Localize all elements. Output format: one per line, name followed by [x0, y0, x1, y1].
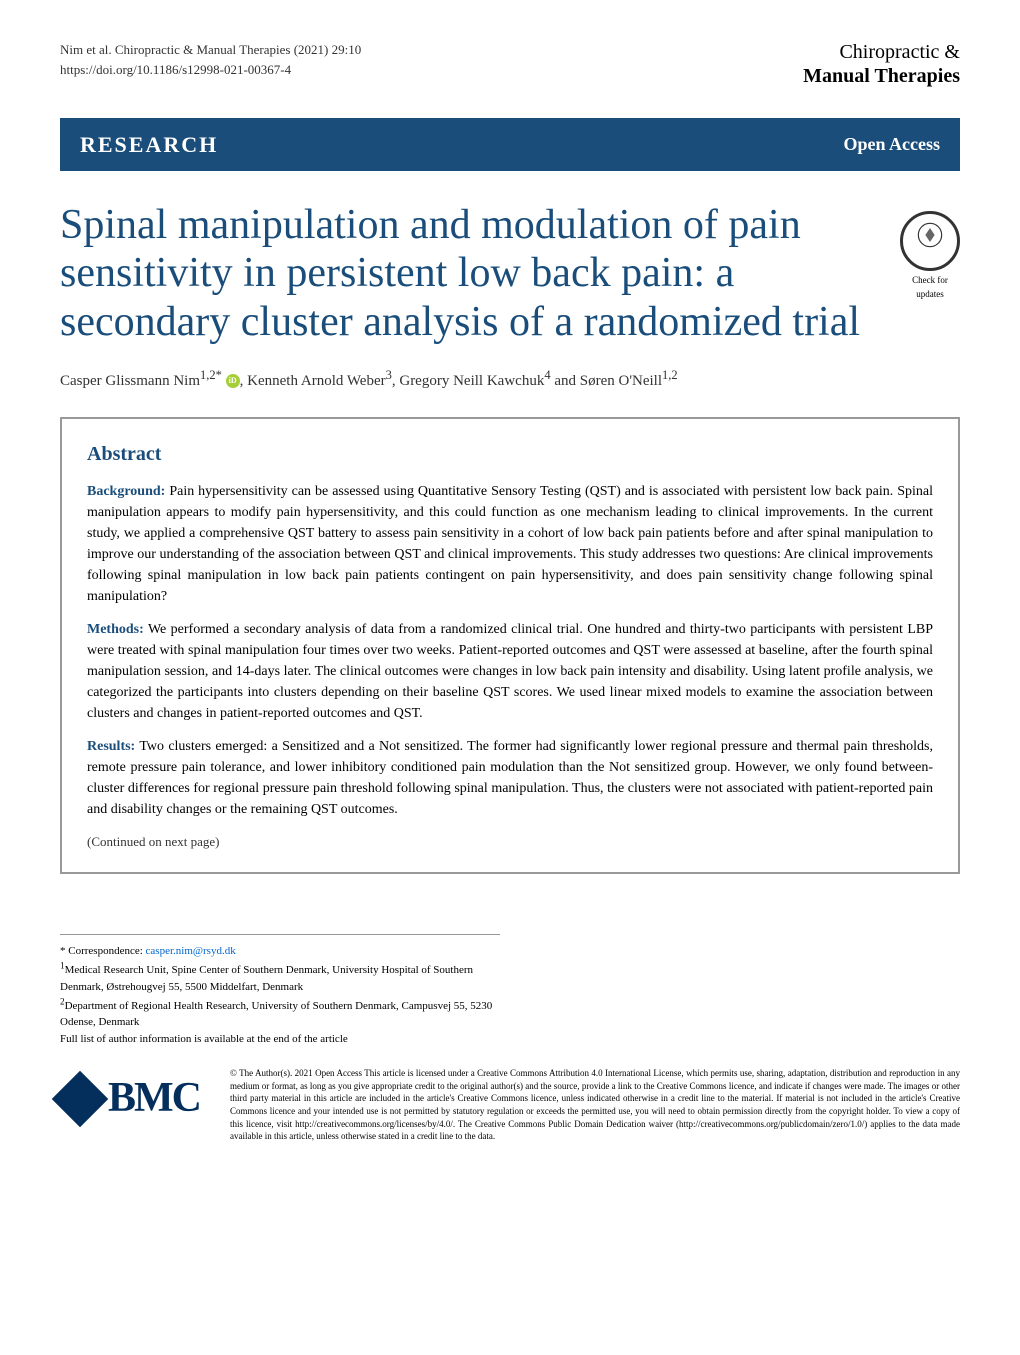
- header-top: Nim et al. Chiropractic & Manual Therapi…: [60, 40, 960, 88]
- background-label: Background:: [87, 484, 165, 499]
- footer-area: * Correspondence: casper.nim@rsyd.dk 1Me…: [60, 934, 960, 1143]
- correspondence-label: * Correspondence:: [60, 945, 143, 957]
- header-citation-block: Nim et al. Chiropractic & Manual Therapi…: [60, 40, 361, 79]
- results-text: Two clusters emerged: a Sensitized and a…: [87, 739, 933, 817]
- page-container: Nim et al. Chiropractic & Manual Therapi…: [0, 0, 1020, 1183]
- orcid-icon[interactable]: [226, 374, 240, 388]
- bmc-logo: BMC: [60, 1067, 200, 1130]
- check-updates-circle-icon: [900, 211, 960, 271]
- bmc-square-icon: [52, 1070, 109, 1127]
- affiliation-2: 2Department of Regional Health Research,…: [60, 1000, 492, 1029]
- abstract-background: Background: Pain hypersensitivity can be…: [87, 481, 933, 607]
- journal-name-line2: Manual Therapies: [803, 64, 960, 88]
- open-access-label: Open Access: [844, 131, 941, 158]
- authors-rest: , Kenneth Arnold Weber3, Gregory Neill K…: [240, 373, 678, 389]
- results-label: Results:: [87, 739, 135, 754]
- check-updates-glyph: [916, 220, 944, 262]
- citation-text: Nim et al. Chiropractic & Manual Therapi…: [60, 40, 361, 60]
- bmc-text: BMC: [108, 1067, 200, 1130]
- crossmark-icon: [916, 221, 944, 249]
- correspondence-block: * Correspondence: casper.nim@rsyd.dk 1Me…: [60, 934, 500, 1047]
- background-text: Pain hypersensitivity can be assessed us…: [87, 484, 933, 604]
- abstract-results: Results: Two clusters emerged: a Sensiti…: [87, 736, 933, 820]
- continued-note: (Continued on next page): [87, 832, 933, 852]
- affiliation-1: 1Medical Research Unit, Spine Center of …: [60, 964, 473, 993]
- abstract-box: Abstract Background: Pain hypersensitivi…: [60, 417, 960, 874]
- check-updates-text: Check for updates: [900, 274, 960, 301]
- authors-line: Casper Glissmann Nim1,2* , Kenneth Arnol…: [60, 366, 960, 393]
- affiliation-full-list: Full list of author information is avail…: [60, 1033, 348, 1045]
- article-title: Spinal manipulation and modulation of pa…: [60, 201, 880, 346]
- journal-name-line1: Chiropractic &: [803, 40, 960, 64]
- check-updates-badge[interactable]: Check for updates: [900, 211, 960, 301]
- author-1: Casper Glissmann Nim1,2*: [60, 373, 222, 389]
- abstract-methods: Methods: We performed a secondary analys…: [87, 619, 933, 724]
- license-text: © The Author(s). 2021 Open Access This a…: [230, 1067, 960, 1143]
- correspondence-email-link[interactable]: casper.nim@rsyd.dk: [146, 945, 236, 957]
- journal-logo: Chiropractic & Manual Therapies: [803, 40, 960, 88]
- research-bar: RESEARCH Open Access: [60, 118, 960, 171]
- research-label: RESEARCH: [80, 128, 218, 161]
- methods-text: We performed a secondary analysis of dat…: [87, 622, 933, 721]
- title-row: Spinal manipulation and modulation of pa…: [60, 201, 960, 346]
- doi-text: https://doi.org/10.1186/s12998-021-00367…: [60, 60, 361, 80]
- methods-label: Methods:: [87, 622, 144, 637]
- abstract-heading: Abstract: [87, 439, 933, 469]
- logo-license-row: BMC © The Author(s). 2021 Open Access Th…: [60, 1067, 960, 1143]
